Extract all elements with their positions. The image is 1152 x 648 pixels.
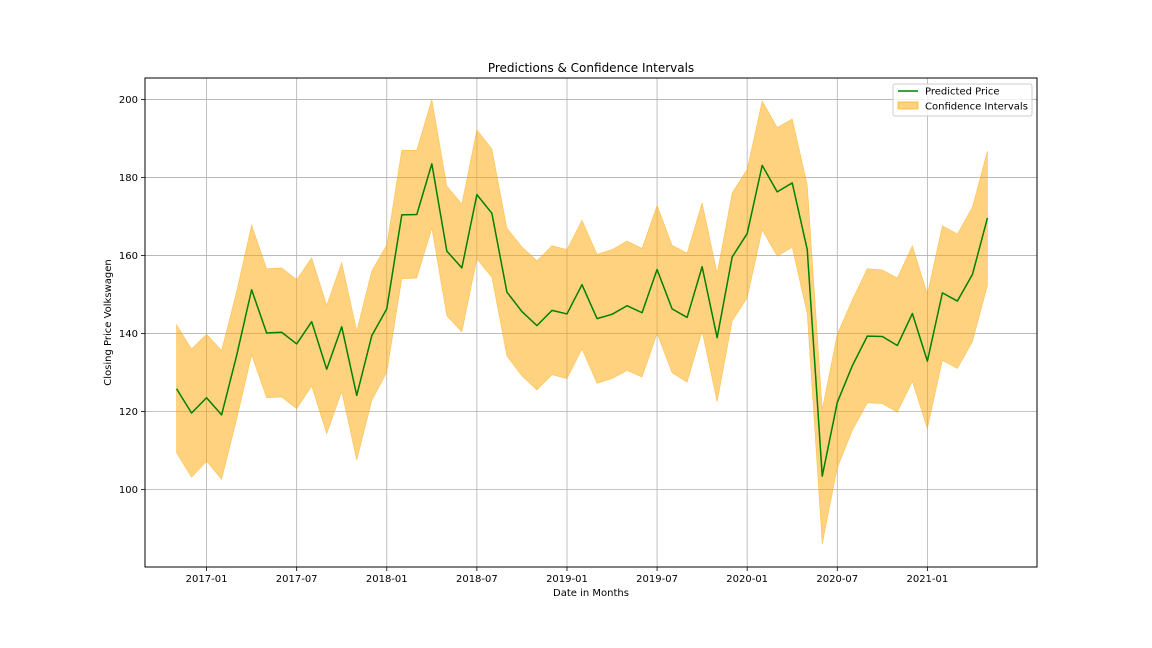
legend-band-swatch xyxy=(898,102,918,109)
x-tick-label: 2020-01 xyxy=(726,574,768,585)
x-tick-label: 2019-01 xyxy=(546,574,588,585)
y-tick-label: 100 xyxy=(119,485,138,496)
y-tick-label: 160 xyxy=(119,251,138,262)
legend: Predicted Price Confidence Intervals xyxy=(893,84,1032,116)
y-tick-label: 180 xyxy=(119,173,138,184)
y-tick-label: 140 xyxy=(119,329,138,340)
legend-label-confidence: Confidence Intervals xyxy=(925,102,1028,113)
x-tick-label: 2018-07 xyxy=(456,574,498,585)
x-tick-label: 2020-07 xyxy=(816,574,858,585)
y-tick-label: 200 xyxy=(119,95,138,106)
x-tick-label: 2017-01 xyxy=(186,574,228,585)
x-tick-label: 2019-07 xyxy=(636,574,678,585)
y-axis-title: Closing Price Volkswagen xyxy=(103,259,114,385)
legend-label-predicted: Predicted Price xyxy=(925,87,1000,98)
x-tick-label: 2021-01 xyxy=(906,574,948,585)
y-tick-label: 120 xyxy=(119,407,138,418)
x-tick-label: 2017-07 xyxy=(276,574,318,585)
chart-title: Predictions & Confidence Intervals xyxy=(488,61,694,75)
x-tick-label: 2018-01 xyxy=(366,574,408,585)
x-axis-title: Date in Months xyxy=(553,588,629,599)
